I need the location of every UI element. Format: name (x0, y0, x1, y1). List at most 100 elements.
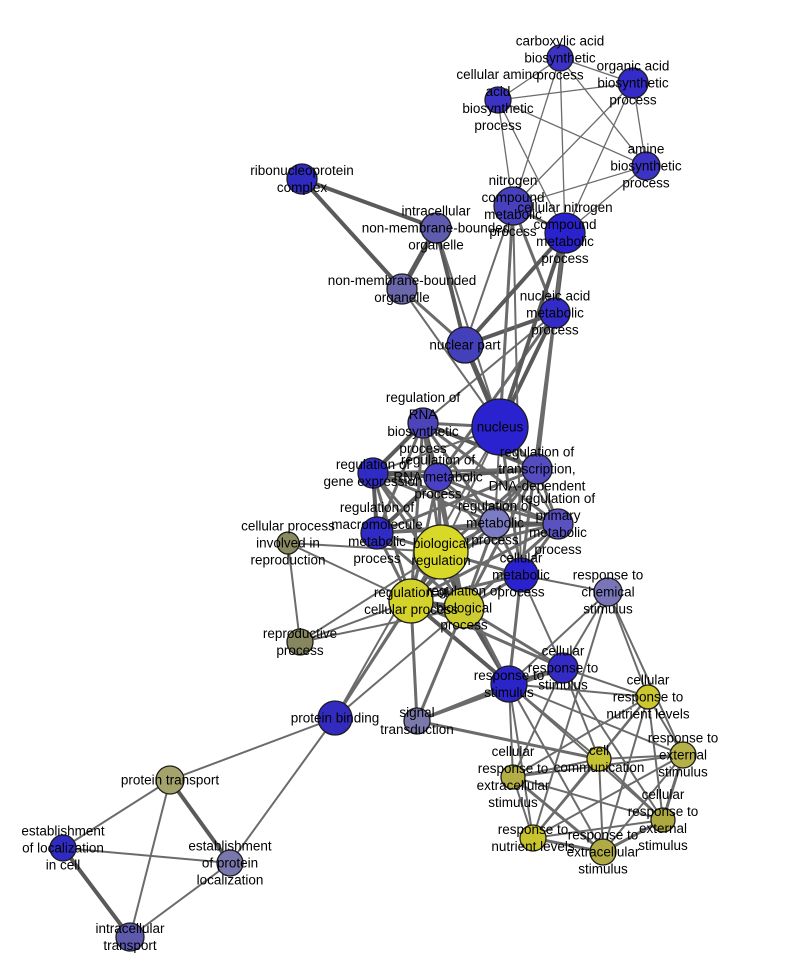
node-label-regulation-of-cellular-process: regulation of cellular process (364, 585, 458, 617)
node-label-response-to-nutrient-levels: response to nutrient levels (491, 822, 575, 854)
node-nucleus[interactable] (471, 398, 529, 456)
node-cellular-response-to-external-stimulus[interactable] (650, 807, 676, 833)
node-label-cellular-process-involved-in-reproduction: cellular process involved in reproduction (241, 519, 335, 568)
edge-reproductive-process--biological-regulation (299, 551, 442, 643)
edge-cellular-amino-acid-biosynthetic-process--cellular-nitrogen-compound-metabolic-process (497, 99, 566, 234)
edge-cellular-response-to-nutrient-levels--cellular-response-to-extracellular-stimulus (512, 696, 649, 778)
node-label-amine-biosynthetic-process: amine biosynthetic process (610, 142, 682, 191)
node-nucleic-acid-metabolic-process[interactable] (539, 297, 571, 329)
node-label-regulation-of-metabolic-process: regulation of metabolic process (458, 499, 533, 548)
edge-cellular-response-to-extracellular-stimulus--cellular-response-to-external-stimulus (512, 776, 664, 821)
edge-response-to-stimulus--cellular-response-to-external-stimulus (508, 683, 664, 821)
node-label-response-to-stimulus: response to stimulus (474, 668, 545, 700)
node-label-cellular-response-to-nutrient-levels: cellular response to nutrient levels (606, 673, 690, 722)
node-organic-acid-biosynthetic-process[interactable] (617, 67, 649, 99)
node-label-nucleic-acid-metabolic-process: nucleic acid metabolic process (520, 289, 591, 338)
edge-cellular-metabolic-process--regulation-of-rna-metabolic-process (437, 476, 522, 576)
edge-establishment-of-protein-localization--intracellular-transport (129, 862, 231, 938)
node-label-regulation-of-primary-metabolic-process: regulation of primary metabolic process (521, 491, 596, 557)
node-regulation-of-rna-metabolic-process[interactable] (423, 462, 453, 492)
node-response-to-chemical-stimulus[interactable] (593, 577, 623, 607)
node-protein-binding[interactable] (317, 700, 353, 736)
node-label-nitrogen-compound-metabolic-process: nitrogen compound metabolic process (481, 173, 544, 239)
node-amine-biosynthetic-process[interactable] (631, 151, 661, 181)
node-signal-transduction[interactable] (403, 707, 431, 735)
node-label-response-to-chemical-stimulus: response to chemical stimulus (573, 568, 644, 617)
edge-cellular-amino-acid-biosynthetic-process--amine-biosynthetic-process (497, 99, 647, 167)
node-label-regulation-of-macromolecule-metabolic-process: regulation of macromolecule metabolic proce… (331, 500, 423, 566)
node-label-cellular-response-to-external-stimulus: cellular response to external stimulus (628, 787, 699, 853)
edge-establishment-of-localization-in-cell--establishment-of-protein-localization (62, 847, 231, 864)
node-label-cellular-response-to-extracellular-stimulus: cellular response to extracellular stimulus (477, 744, 550, 810)
edge-protein-binding--protein-transport (169, 717, 336, 781)
node-reproductive-process[interactable] (286, 628, 314, 656)
node-intracellular-transport[interactable] (115, 922, 145, 952)
edge-carboxylic-acid-biosynthetic-process--cellular-nitrogen-compound-metabolic-process (559, 57, 566, 234)
node-label-signal-transduction: signal transduction (380, 705, 454, 737)
edge-regulation-of-cellular-process--regulation-of-rna-biosynthetic-process (409, 421, 425, 603)
node-regulation-of-gene-expression[interactable] (357, 457, 389, 489)
node-regulation-of-primary-metabolic-process[interactable] (542, 508, 574, 540)
node-label-organic-acid-biosynthetic-process: organic acid biosynthetic process (597, 59, 670, 108)
edge-carboxylic-acid-biosynthetic-process--nitrogen-compound-metabolic-process (512, 57, 561, 207)
edge-organic-acid-biosynthetic-process--cellular-nitrogen-compound-metabolic-process (564, 82, 634, 234)
edge-signal-transduction--cell-communication (415, 719, 601, 761)
node-response-to-external-stimulus[interactable] (669, 741, 697, 769)
node-regulation-of-rna-biosynthetic-process[interactable] (407, 407, 439, 439)
node-regulation-of-biological-process[interactable] (443, 587, 485, 629)
node-label-regulation-of-gene-expression: regulation of gene expression (323, 457, 422, 489)
node-nitrogen-compound-metabolic-process[interactable] (493, 186, 533, 226)
edge-organic-acid-biosynthetic-process--nitrogen-compound-metabolic-process (512, 82, 634, 207)
node-cellular-response-to-nutrient-levels[interactable] (635, 684, 661, 710)
node-carboxylic-acid-biosynthetic-process[interactable] (546, 44, 574, 72)
edge-cellular-response-to-stimulus--regulation-of-cellular-process (409, 599, 565, 670)
node-cell-communication[interactable] (586, 746, 612, 772)
edge-response-to-chemical-stimulus--response-to-external-stimulus (607, 591, 684, 756)
edge-cell-communication--cellular-response-to-external-stimulus (598, 758, 664, 821)
node-intracellular-non-membrane-bounded-organelle[interactable] (420, 212, 452, 244)
edge-cellular-response-to-extracellular-stimulus--response-to-extracellular-stimulus (511, 775, 605, 854)
edge-regulation-of-rna-metabolic-process--regulation-of-primary-metabolic-process (436, 475, 560, 526)
node-nuclear-part[interactable] (446, 326, 484, 364)
edge-response-to-chemical-stimulus--cellular-response-to-nutrient-levels (607, 591, 649, 698)
node-regulation-of-metabolic-process[interactable] (479, 507, 511, 539)
node-label-cellular-amino-acid-biosynthetic-process: cellular amino acid biosynthetic process (456, 67, 539, 133)
edge-nitrogen-compound-metabolic-process--nuclear-part (464, 205, 514, 346)
node-label-establishment-of-localization-in-cell: establishment of localization in cell (21, 824, 105, 873)
node-regulation-of-macromolecule-metabolic-process[interactable] (360, 516, 394, 550)
edge-cellular-nitrogen-compound-metabolic-process--cellular-metabolic-process (519, 231, 567, 577)
node-protein-transport[interactable] (155, 765, 185, 795)
edge-response-to-external-stimulus--response-to-nutrient-levels (532, 754, 684, 839)
node-response-to-extracellular-stimulus[interactable] (589, 838, 617, 866)
node-label-carboxylic-acid-biosynthetic-process: carboxylic acid biosynthetic process (516, 34, 605, 83)
edge-cellular-response-to-nutrient-levels--response-to-extracellular-stimulus (602, 696, 649, 853)
edge-cell-communication--response-to-nutrient-levels (532, 758, 600, 839)
edge-protein-transport--establishment-of-localization-in-cell (62, 779, 171, 849)
edge-protein-transport--intracellular-transport (129, 779, 171, 938)
node-cellular-response-to-extracellular-stimulus[interactable] (500, 764, 526, 790)
node-cellular-response-to-stimulus[interactable] (547, 652, 579, 684)
node-ribonucleoprotein-complex[interactable] (286, 163, 318, 195)
node-response-to-stimulus[interactable] (490, 665, 528, 703)
node-regulation-of-cellular-process[interactable] (388, 578, 434, 624)
node-biological-regulation[interactable] (413, 524, 469, 580)
node-label-cellular-response-to-stimulus: cellular response to stimulus (528, 644, 599, 693)
node-establishment-of-protein-localization[interactable] (216, 849, 244, 877)
node-label-regulation-of-rna-metabolic-process: regulation of RNA metabolic process (393, 453, 483, 502)
node-cellular-amino-acid-biosynthetic-process[interactable] (484, 86, 512, 114)
node-establishment-of-localization-in-cell[interactable] (49, 834, 77, 862)
edge-amine-biosynthetic-process--nitrogen-compound-metabolic-process (512, 165, 647, 207)
node-non-membrane-bounded-organelle[interactable] (386, 273, 418, 305)
node-response-to-nutrient-levels[interactable] (519, 824, 547, 852)
node-label-ribonucleoprotein-complex: ribonucleoprotein complex (250, 163, 354, 195)
node-label-regulation-of-rna-biosynthetic-process: regulation of RNA biosynthetic process (386, 390, 461, 456)
node-regulation-of-transcription-dna-dependent[interactable] (521, 453, 553, 485)
node-cellular-metabolic-process[interactable] (503, 557, 539, 593)
edge-nitrogen-compound-metabolic-process--nucleus (498, 204, 515, 429)
edge-cellular-process-involved-in-reproduction--regulation-of-cellular-process (287, 542, 412, 602)
node-cellular-nitrogen-compound-metabolic-process[interactable] (544, 212, 586, 254)
node-label-biological-regulation: biological regulation (411, 536, 470, 568)
edge-cellular-amino-acid-biosynthetic-process--organic-acid-biosynthetic-process (497, 82, 634, 101)
node-cellular-process-involved-in-reproduction[interactable] (276, 531, 300, 555)
